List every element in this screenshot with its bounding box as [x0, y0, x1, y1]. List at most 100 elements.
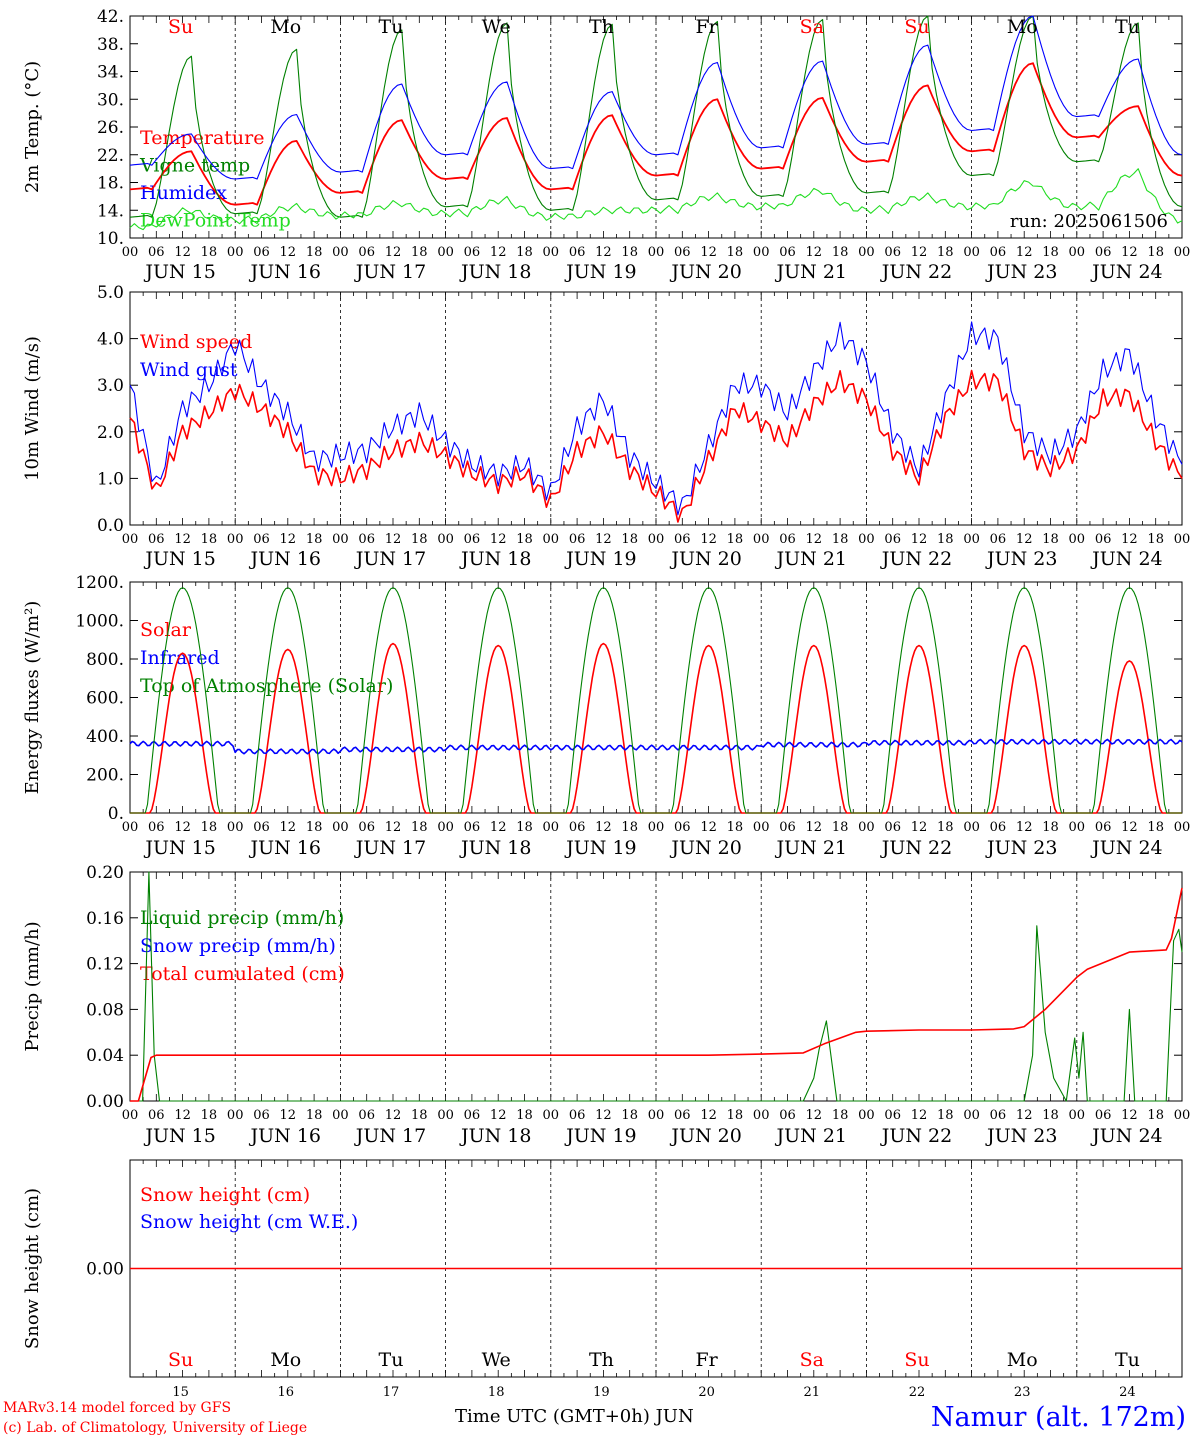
day-number: 15 — [172, 1385, 189, 1400]
precip-hour-label: 12 — [280, 1108, 297, 1123]
precip-hour-label: 18 — [621, 1108, 638, 1123]
precip-hour-label: 12 — [174, 1108, 191, 1123]
energy-series-infrared — [129, 738, 1183, 755]
energy-hour-label: 00 — [1174, 820, 1191, 835]
day-number: 23 — [1014, 1385, 1031, 1400]
precip-hour-label: 00 — [122, 1108, 139, 1123]
weekday-bottom: Mo — [1007, 1349, 1038, 1371]
weekday-bottom: Mo — [270, 1349, 301, 1371]
weekday-top: Su — [904, 16, 929, 38]
energy-hour-label: 18 — [306, 820, 323, 835]
precip-hour-label: 18 — [832, 1108, 849, 1123]
wind-hour-label: 18 — [727, 532, 744, 547]
wind-hour-label: 18 — [516, 532, 533, 547]
snow-ylabel: Snow height (cm) — [22, 1188, 43, 1349]
energy-hour-label: 00 — [648, 820, 665, 835]
energy-date-label: JUN 23 — [985, 837, 1057, 859]
temp-hour-label: 00 — [753, 245, 770, 260]
temp-hour-label: 12 — [174, 245, 191, 260]
wind-legend-wind-gust: Wind gust — [140, 359, 238, 381]
precip-hour-label: 00 — [332, 1108, 349, 1123]
temp-hour-label: 12 — [1016, 245, 1033, 260]
temp-date-label: JUN 22 — [880, 261, 952, 283]
energy-hour-label: 00 — [543, 820, 560, 835]
temp-date-label: JUN 15 — [143, 261, 215, 283]
wind-hour-label: 12 — [490, 532, 507, 547]
day-number: 16 — [278, 1385, 295, 1400]
weekday-bottom: Su — [904, 1349, 929, 1371]
precip-hour-label: 12 — [911, 1108, 928, 1123]
energy-hour-label: 06 — [569, 820, 586, 835]
temp-hour-label: 00 — [122, 245, 139, 260]
temp-ytick-label: 38. — [97, 35, 124, 55]
weekday-top: Fr — [695, 16, 718, 38]
energy-hour-label: 00 — [122, 820, 139, 835]
temp-ytick-label: 42. — [97, 7, 124, 27]
temp-date-label: JUN 20 — [669, 261, 741, 283]
temp-hour-label: 06 — [674, 245, 691, 260]
energy-hour-label: 06 — [779, 820, 796, 835]
energy-hour-label: 00 — [963, 820, 980, 835]
energy-hour-label: 18 — [621, 820, 638, 835]
temp-legend-vigne-temp: Vigne temp — [139, 155, 250, 177]
energy-date-label: JUN 17 — [354, 837, 426, 859]
weekday-top: Tu — [379, 16, 404, 38]
day-number: 24 — [1119, 1385, 1136, 1400]
temp-hour-label: 00 — [858, 245, 875, 260]
temp-date-label: JUN 17 — [354, 261, 426, 283]
run-label: run: 2025061506 — [1010, 211, 1168, 232]
weekday-top: We — [482, 16, 511, 38]
temp-ytick-label: 22. — [97, 146, 124, 166]
temp-date-label: JUN 21 — [775, 261, 847, 283]
wind-date-label: JUN 20 — [669, 548, 741, 570]
energy-date-label: JUN 21 — [775, 837, 847, 859]
energy-hour-label: 06 — [148, 820, 165, 835]
energy-date-label: JUN 24 — [1090, 837, 1162, 859]
precip-hour-label: 18 — [727, 1108, 744, 1123]
energy-date-label: JUN 18 — [459, 837, 531, 859]
precip-hour-label: 18 — [1042, 1108, 1059, 1123]
temp-ytick-label: 18. — [97, 174, 124, 194]
temp-ytick-label: 26. — [97, 118, 124, 138]
precip-ytick-label: 0.12 — [86, 955, 124, 975]
wind-hour-label: 06 — [464, 532, 481, 547]
temp-hour-label: 00 — [332, 245, 349, 260]
energy-hour-label: 06 — [990, 820, 1007, 835]
precip-hour-label: 12 — [1121, 1108, 1138, 1123]
temp-hour-label: 18 — [1042, 245, 1059, 260]
wind-date-label: JUN 21 — [775, 548, 847, 570]
time-axis-label: Time UTC (GMT+0h) JUN — [455, 1406, 694, 1427]
wind-hour-label: 00 — [753, 532, 770, 547]
wind-hour-label: 06 — [253, 532, 270, 547]
energy-hour-label: 06 — [358, 820, 375, 835]
wind-series-wind-speed — [129, 369, 1183, 523]
weekday-bottom: We — [482, 1349, 511, 1371]
wind-date-label: JUN 18 — [459, 548, 531, 570]
energy-hour-label: 12 — [174, 820, 191, 835]
temp-hour-label: 06 — [779, 245, 796, 260]
temp-hour-label: 00 — [1174, 245, 1191, 260]
energy-hour-label: 18 — [1147, 820, 1164, 835]
wind-hour-label: 12 — [700, 532, 717, 547]
wind-hour-label: 00 — [648, 532, 665, 547]
precip-hour-label: 00 — [858, 1108, 875, 1123]
energy-legend-solar: Solar — [140, 619, 192, 641]
precip-hour-label: 00 — [543, 1108, 560, 1123]
precip-hour-label: 00 — [1174, 1108, 1191, 1123]
wind-ytick-label: 2.0 — [97, 423, 124, 443]
precip-ytick-label: 0.04 — [86, 1046, 124, 1066]
energy-hour-label: 12 — [385, 820, 402, 835]
precip-hour-label: 12 — [490, 1108, 507, 1123]
temp-legend-humidex: Humidex — [140, 182, 227, 204]
temp-legend-dewpoint-temp: DewPoint Temp — [140, 210, 291, 232]
energy-series-top-of-atmosphere-solar- — [130, 587, 1182, 814]
energy-hour-label: 18 — [516, 820, 533, 835]
wind-date-label: JUN 23 — [985, 548, 1057, 570]
temp-hour-label: 18 — [937, 245, 954, 260]
energy-ylabel: Energy fluxes (W/m²) — [22, 601, 43, 795]
precip-date-label: JUN 15 — [143, 1125, 215, 1147]
precip-hour-label: 18 — [1147, 1108, 1164, 1123]
wind-date-label: JUN 22 — [880, 548, 952, 570]
temp-ytick-label: 14. — [97, 201, 124, 221]
wind-hour-label: 06 — [674, 532, 691, 547]
